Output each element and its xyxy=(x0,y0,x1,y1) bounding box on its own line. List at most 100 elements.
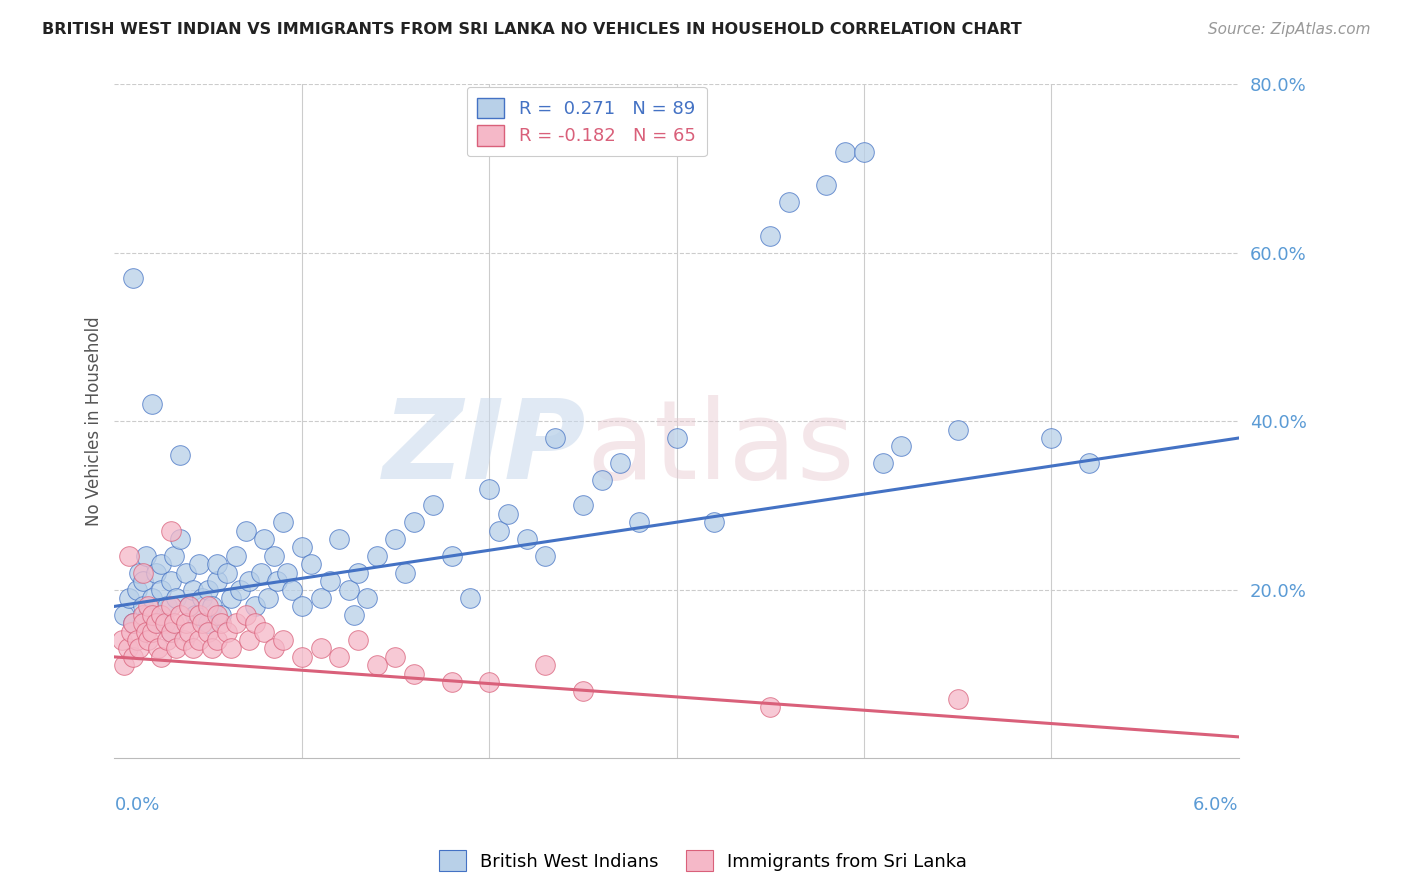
Point xyxy=(159,624,181,639)
Point xyxy=(197,599,219,614)
Point xyxy=(146,616,169,631)
Point xyxy=(165,591,187,605)
Point xyxy=(291,541,314,555)
Point xyxy=(169,607,191,622)
Point xyxy=(187,558,209,572)
Point xyxy=(235,607,257,622)
Point xyxy=(207,607,229,622)
Point xyxy=(890,439,912,453)
Point xyxy=(128,641,150,656)
Point xyxy=(384,532,406,546)
Point xyxy=(478,675,501,690)
Point xyxy=(122,649,145,664)
Point xyxy=(253,624,276,639)
Point xyxy=(394,566,416,580)
Point xyxy=(207,558,229,572)
Point xyxy=(337,582,360,597)
Point xyxy=(181,641,204,656)
Point xyxy=(852,145,875,159)
Point xyxy=(187,633,209,648)
Point xyxy=(179,624,201,639)
Point xyxy=(478,482,501,496)
Point xyxy=(207,633,229,648)
Point xyxy=(191,591,214,605)
Point xyxy=(131,607,153,622)
Point xyxy=(271,515,294,529)
Point xyxy=(1077,456,1099,470)
Point xyxy=(112,607,135,622)
Point xyxy=(131,574,153,588)
Point xyxy=(136,599,159,614)
Point xyxy=(169,448,191,462)
Point xyxy=(496,507,519,521)
Point xyxy=(197,616,219,631)
Point xyxy=(122,616,145,631)
Point xyxy=(165,641,187,656)
Point xyxy=(319,574,342,588)
Point xyxy=(263,549,285,563)
Point xyxy=(759,700,782,714)
Point xyxy=(235,524,257,538)
Point xyxy=(215,566,238,580)
Point xyxy=(141,607,163,622)
Point xyxy=(112,658,135,673)
Point xyxy=(328,532,350,546)
Point xyxy=(135,549,157,563)
Point xyxy=(534,549,557,563)
Point xyxy=(191,616,214,631)
Point xyxy=(404,666,426,681)
Point xyxy=(111,633,134,648)
Point xyxy=(946,423,969,437)
Point xyxy=(440,549,463,563)
Point xyxy=(253,532,276,546)
Point xyxy=(179,599,201,614)
Point xyxy=(159,624,181,639)
Point xyxy=(169,532,191,546)
Point xyxy=(141,591,163,605)
Point xyxy=(299,558,322,572)
Point xyxy=(703,515,725,529)
Point xyxy=(197,582,219,597)
Point xyxy=(136,633,159,648)
Point xyxy=(146,641,169,656)
Point xyxy=(778,195,800,210)
Legend: R =  0.271   N = 89, R = -0.182   N = 65: R = 0.271 N = 89, R = -0.182 N = 65 xyxy=(467,87,707,156)
Point xyxy=(156,633,179,648)
Point xyxy=(815,178,838,193)
Point xyxy=(128,566,150,580)
Point xyxy=(207,574,229,588)
Point xyxy=(141,397,163,411)
Point xyxy=(609,456,631,470)
Point xyxy=(281,582,304,597)
Point xyxy=(163,616,186,631)
Point xyxy=(516,532,538,546)
Point xyxy=(356,591,378,605)
Point xyxy=(209,607,232,622)
Point xyxy=(347,566,370,580)
Point xyxy=(404,515,426,529)
Point xyxy=(271,633,294,648)
Point xyxy=(591,473,613,487)
Point xyxy=(135,624,157,639)
Point xyxy=(309,591,332,605)
Point xyxy=(122,616,145,631)
Point xyxy=(125,633,148,648)
Point xyxy=(145,616,167,631)
Point xyxy=(266,574,288,588)
Legend: British West Indians, Immigrants from Sri Lanka: British West Indians, Immigrants from Sr… xyxy=(432,843,974,879)
Point xyxy=(159,574,181,588)
Point xyxy=(174,566,197,580)
Point xyxy=(209,616,232,631)
Text: ZIP: ZIP xyxy=(382,394,586,501)
Point xyxy=(219,591,242,605)
Point xyxy=(163,549,186,563)
Point xyxy=(834,145,856,159)
Point xyxy=(291,649,314,664)
Point xyxy=(125,582,148,597)
Point xyxy=(238,574,260,588)
Point xyxy=(131,616,153,631)
Point xyxy=(309,641,332,656)
Point xyxy=(946,692,969,706)
Point xyxy=(156,599,179,614)
Point xyxy=(150,649,173,664)
